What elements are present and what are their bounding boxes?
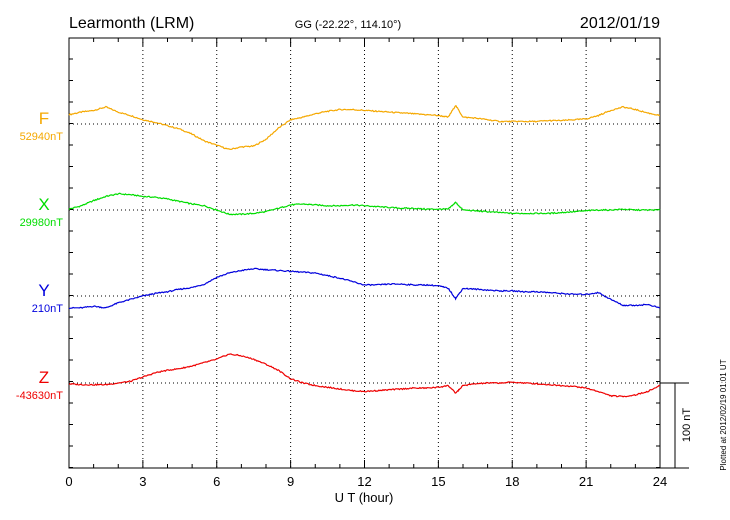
- baseline-value-x: 29980nT: [20, 217, 64, 229]
- x-axis-title: U T (hour): [335, 490, 394, 505]
- x-tick-label: 18: [505, 474, 519, 489]
- grid: [69, 38, 660, 468]
- plotted-timestamp: Plotted at 2012/02/19 01:01 UT: [719, 359, 728, 470]
- component-letter-y: Y: [38, 281, 49, 300]
- date-label: 2012/01/19: [580, 15, 660, 32]
- x-tick-label: 6: [213, 474, 220, 489]
- baseline-value-y: 210nT: [32, 303, 63, 315]
- component-labels: F 52940nT X 29980nT Y 210nT Z -43630nT: [16, 109, 63, 402]
- x-tick-label: 24: [653, 474, 667, 489]
- x-tick-label: 15: [431, 474, 445, 489]
- x-tick-label: 0: [65, 474, 72, 489]
- x-tick-label: 9: [287, 474, 294, 489]
- series-lines: [68, 105, 661, 398]
- station-title: Learmonth (LRM): [69, 15, 194, 32]
- x-tick-label: 3: [139, 474, 146, 489]
- series-line-f: [68, 105, 660, 151]
- x-tick-labels: 0 3 6 9 12 15 18 21 24: [65, 474, 667, 489]
- scale-bar: 100 nT: [660, 382, 693, 469]
- scale-bar-label: 100 nT: [681, 408, 693, 443]
- series-line-x: [68, 192, 661, 216]
- x-tick-label: 12: [357, 474, 371, 489]
- baseline-value-f: 52940nT: [20, 131, 64, 143]
- x-tick-label: 21: [579, 474, 593, 489]
- baseline-value-z: -43630nT: [16, 390, 63, 402]
- component-letter-z: Z: [39, 368, 49, 387]
- axis-ticks: [68, 38, 661, 468]
- series-line-y: [68, 267, 661, 310]
- coordinates-label: GG (-22.22°, 114.10°): [295, 19, 401, 31]
- component-letter-f: F: [39, 109, 49, 128]
- series-line-z: [68, 353, 661, 398]
- component-letter-x: X: [38, 195, 49, 214]
